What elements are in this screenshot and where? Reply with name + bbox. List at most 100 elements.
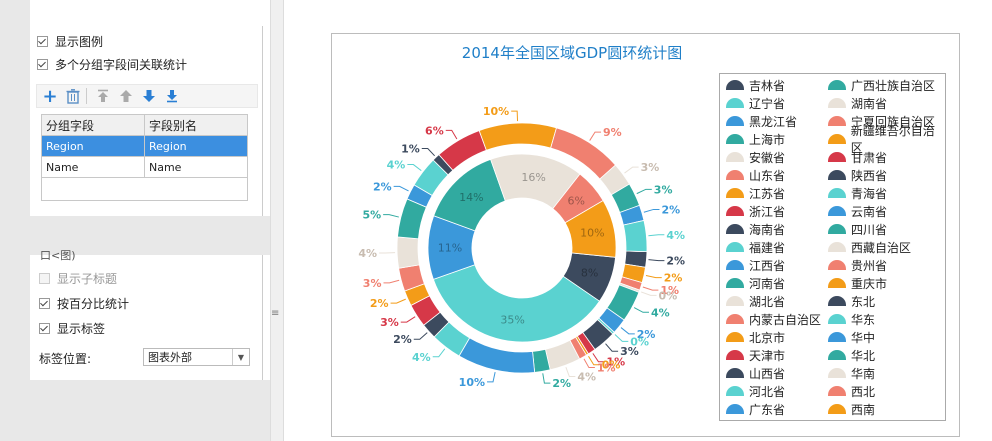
outer-slice[interactable] [458,337,536,374]
legend-item[interactable]: 黑龙江省 [726,112,797,130]
outer-slice[interactable] [622,219,648,253]
legend-swatch [726,296,744,306]
show-subtitle-checkbox[interactable]: 显示子标题 [39,270,117,287]
legend-item[interactable]: 华南 [828,364,875,382]
legend-label: 江西省 [749,258,786,273]
legend-label: 吉林省 [749,78,786,93]
legend-item[interactable]: 重庆市 [828,274,887,292]
legend-item[interactable]: 华中 [828,328,875,346]
legend-item[interactable]: 宁夏回族自治区 [828,112,935,130]
show-subtitle-label: 显示子标题 [57,272,118,286]
legend-item[interactable]: 华北 [828,346,875,364]
legend-item[interactable]: 广西壮族自治区 [828,76,935,94]
outer-slice[interactable] [396,236,420,269]
group-field-table: 分组字段 字段别名 Region Region Name Name [41,114,248,178]
show-legend-checkbox[interactable]: 显示图例 [37,33,103,50]
legend-item[interactable]: 西北 [828,382,875,400]
leader-line [589,131,602,141]
legend-item[interactable]: 东北 [828,292,875,310]
outer-data-label: 2% [661,203,680,216]
outer-data-label: 9% [603,126,622,139]
outer-data-label: 2% [393,333,412,346]
outer-data-label: 10% [459,376,485,389]
leader-line [648,234,665,237]
move-top-icon[interactable] [93,86,113,106]
checkbox-icon[interactable] [37,36,48,47]
partial-label: 口<图) [40,249,76,262]
legend-item[interactable]: 西藏自治区 [828,238,911,256]
legend-item[interactable]: 陕西省 [828,166,887,184]
legend-item[interactable]: 吉林省 [726,76,785,94]
legend-label: 福建省 [749,240,786,255]
show-label-checkbox[interactable]: 显示标签 [39,320,105,337]
legend-item[interactable]: 新疆维吾尔自治区 [828,124,945,155]
move-up-icon[interactable] [116,86,136,106]
move-bottom-icon[interactable] [162,86,182,106]
legend-item[interactable]: 河北省 [726,382,785,400]
outer-data-label: 10% [483,105,509,118]
table-row[interactable]: Name Name [41,156,248,178]
move-down-icon[interactable] [139,86,159,106]
legend-item[interactable]: 云南省 [828,202,887,220]
inner-slice[interactable] [564,200,617,258]
legend-item[interactable]: 贵州省 [828,256,887,274]
checkbox-icon[interactable] [39,323,50,334]
table-cell[interactable]: Region [144,135,248,157]
delete-icon[interactable] [63,86,83,106]
chevron-down-icon[interactable]: ▼ [232,349,249,365]
table-cell[interactable]: Name [144,156,248,178]
legend-swatch [828,386,846,396]
label-position-select[interactable]: 图表外部 ▼ [143,348,250,366]
legend-item[interactable]: 江西省 [726,256,785,274]
leader-line [413,332,428,340]
table-row[interactable]: Region Region [41,135,248,157]
legend-item[interactable]: 华东 [828,310,875,328]
legend-label: 天津市 [749,348,786,363]
legend-item[interactable]: 辽宁省 [726,94,785,112]
outer-data-label: 3% [363,277,382,290]
multi-group-checkbox[interactable]: 多个分组字段间关联统计 [37,56,187,73]
legend-item[interactable]: 内蒙古自治区 [726,310,821,328]
checkbox-icon[interactable] [37,59,48,70]
resize-grip-icon[interactable]: ≡ [271,308,280,319]
legend-label: 广西壮族自治区 [851,78,936,93]
legend-item[interactable]: 四川省 [828,220,887,238]
legend-item[interactable]: 山东省 [726,166,785,184]
legend-label: 安徽省 [749,150,786,165]
percent-checkbox[interactable]: 按百分比统计 [39,295,129,312]
legend-swatch [726,278,744,288]
inner-slice[interactable] [432,264,601,343]
table-cell[interactable]: Region [41,135,145,157]
legend-item[interactable]: 河南省 [726,274,785,292]
legend-item[interactable]: 上海市 [726,130,785,148]
legend-item[interactable]: 西南 [828,400,875,418]
legend-label: 云南省 [851,204,888,219]
legend-swatch [726,206,744,216]
legend-item[interactable]: 浙江省 [726,202,785,220]
legend-item[interactable]: 安徽省 [726,148,785,166]
legend-swatch [828,368,846,378]
legend-label: 贵州省 [851,258,888,273]
legend-item[interactable]: 山西省 [726,364,785,382]
legend-item[interactable]: 海南省 [726,220,785,238]
legend-item[interactable]: 天津市 [726,346,785,364]
legend-label: 北京市 [749,330,786,345]
outer-slice[interactable] [478,122,557,151]
panel-scrollbar[interactable] [270,0,284,441]
legend-item[interactable]: 湖北省 [726,292,785,310]
column-header: 分组字段 [41,114,145,136]
legend-item[interactable]: 湖南省 [828,94,887,112]
table-cell[interactable]: Name [41,156,145,178]
legend-item[interactable]: 江苏省 [726,184,785,202]
legend-item[interactable]: 北京市 [726,328,785,346]
leader-line [643,208,660,213]
legend-item[interactable]: 青海省 [828,184,887,202]
add-icon[interactable]: + [42,85,58,107]
legend-item[interactable]: 甘肃省 [828,148,887,166]
legend-item[interactable]: 广东省 [726,400,785,418]
checkbox-icon[interactable] [39,298,50,309]
checkbox-icon[interactable] [39,273,50,284]
inner-data-label: 35% [500,313,524,326]
legend-item[interactable]: 福建省 [726,238,785,256]
table-header-row: 分组字段 字段别名 [41,114,248,136]
